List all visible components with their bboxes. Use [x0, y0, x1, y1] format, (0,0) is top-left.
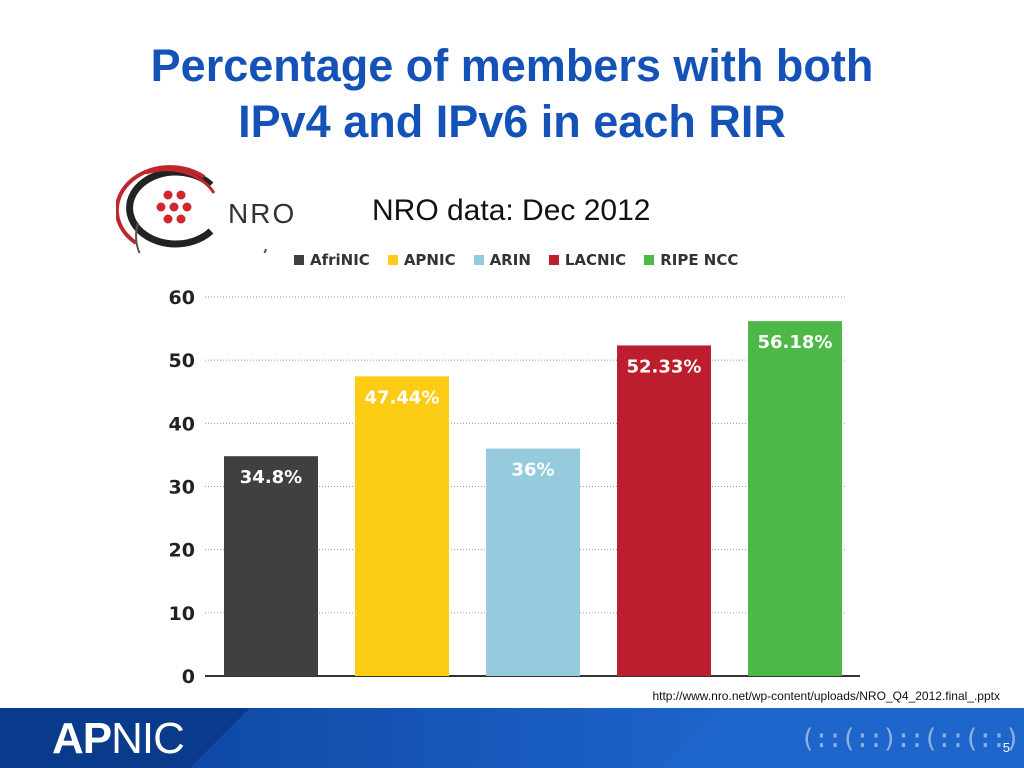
legend-swatch-arin [473, 255, 484, 265]
slide-title-line-2: IPv4 and IPv6 in each RIR [238, 96, 786, 147]
data-label: 36% [511, 460, 554, 481]
bar-chart: 0 10 20 30 40 50 60 34.8% 47.44% 36% 52.33% 56.18% [169, 287, 860, 688]
y-tick-label: 20 [169, 540, 195, 562]
bar-lacnic [617, 345, 711, 676]
slide-title-line-1: Percentage of members with both [150, 40, 874, 91]
legend-label-ripe-ncc: RIPE NCC [660, 251, 739, 269]
legend-swatch-afrinic [294, 255, 304, 265]
chart-subtitle: NRO data: Dec 2012 [372, 194, 651, 227]
y-tick-label: 0 [182, 666, 195, 688]
apnic-logo: APNIC [52, 714, 185, 763]
footer-bar: APNIC (::(::)::(::(::) 5 [0, 708, 1024, 768]
page-number: 5 [1002, 740, 1010, 755]
nro-logo: NRO [116, 165, 296, 253]
legend-label-afrinic: AfriNIC [310, 251, 370, 269]
data-label: 34.8% [240, 467, 302, 488]
y-tick-label: 10 [169, 603, 195, 625]
legend-swatch-lacnic [548, 255, 559, 265]
legend-label-apnic: APNIC [403, 251, 456, 269]
data-label: 47.44% [365, 387, 440, 408]
legend-item-ripe-ncc: RIPE NCC [644, 251, 738, 269]
legend-item-afrinic: AfriNIC [294, 251, 370, 269]
legend-label-lacnic: LACNIC [564, 251, 627, 269]
legend-item-arin: ARIN [473, 251, 531, 269]
y-tick-label: 30 [169, 477, 195, 499]
apnic-logo-bold: AP [52, 714, 112, 763]
legend-item-apnic: APNIC [387, 251, 456, 269]
apnic-logo-light: NIC [111, 714, 185, 763]
nro-logo-text: NRO [228, 198, 296, 229]
data-label: 56.18% [758, 332, 833, 353]
bar-afrinic [224, 456, 318, 676]
data-label: 52.33% [627, 356, 702, 377]
bar-ripe-ncc [748, 321, 842, 676]
y-tick-label: 40 [169, 413, 195, 435]
footer-wedge [0, 708, 1024, 768]
y-tick-label: 50 [169, 350, 195, 372]
legend-label-arin: ARIN [489, 251, 531, 269]
bar-apnic [355, 376, 449, 676]
source-url: http://www.nro.net/wp-content/uploads/NR… [652, 689, 1000, 703]
slide-title: Percentage of members with both IPv4 and… [0, 38, 1024, 150]
legend-swatch-ripe-ncc [644, 255, 655, 265]
bar-arin [486, 448, 580, 676]
y-tick-label: 60 [169, 287, 195, 309]
footer-decoration: (::(::)::(::(::) [800, 724, 1020, 754]
legend-swatch-apnic [387, 255, 398, 265]
legend-item-lacnic: LACNIC [548, 251, 627, 269]
chart-legend: AfriNIC APNIC ARIN LACNIC RIPE NCC [294, 251, 738, 269]
